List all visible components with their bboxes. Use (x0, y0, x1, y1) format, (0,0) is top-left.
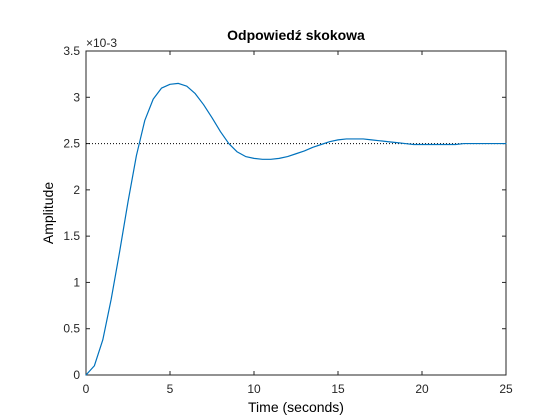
plot-area-frame (85, 50, 507, 376)
y-tick-label: 0.5 (63, 322, 80, 336)
x-tick-label: 0 (83, 382, 90, 396)
y-exponent-label: ×10-3 (86, 36, 117, 50)
x-tick-label: 15 (331, 382, 345, 396)
x-tick-label: 25 (499, 382, 513, 396)
y-axis-label: Amplitude (40, 182, 56, 244)
plot-root: 0 5 10 15 20 25 0 0.5 1 1.5 2 2.5 3 3.5 (63, 44, 513, 396)
x-tick-label: 5 (167, 382, 174, 396)
x-tick-label: 10 (247, 382, 261, 396)
y-tick-label: 2 (73, 183, 80, 197)
chart-title: Odpowiedź skokowa (227, 27, 365, 43)
y-tick-label: 3.5 (63, 44, 80, 58)
x-axis-label: Time (seconds) (248, 399, 344, 415)
step-response-line (85, 82, 507, 376)
y-tick-label: 1.5 (63, 229, 80, 243)
y-tick-label: 2.5 (63, 137, 80, 151)
y-tick-label: 3 (73, 90, 80, 104)
y-tick-label: 1 (73, 275, 80, 289)
y-tick-label: 0 (73, 368, 80, 382)
x-tick-label: 20 (415, 382, 429, 396)
